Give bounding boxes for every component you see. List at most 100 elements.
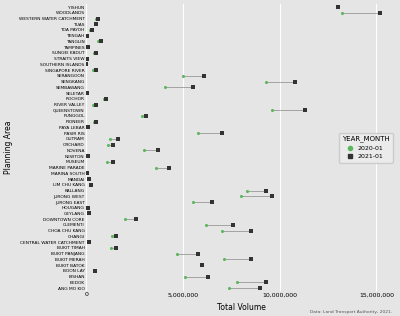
Point (91, 50, 97, 55)
Point (199, 263, 206, 268)
Point (199, 263, 206, 268)
Point (203, 222, 209, 228)
Point (248, 257, 254, 262)
Point (84, 90, 90, 95)
Point (107, 137, 114, 142)
Point (104, 159, 111, 164)
Point (93, 16, 100, 21)
Point (84, 45, 91, 50)
Point (269, 194, 275, 199)
Y-axis label: Planning Area: Planning Area (4, 121, 13, 174)
Point (84, 56, 90, 61)
Point (166, 165, 172, 170)
Point (84, 171, 90, 176)
Point (205, 274, 211, 279)
Point (86, 211, 92, 216)
Point (334, 4, 341, 9)
Point (100, 96, 107, 101)
Point (85, 154, 92, 159)
Point (338, 10, 345, 15)
Point (93, 68, 99, 73)
Point (113, 245, 119, 250)
Point (195, 131, 202, 136)
Point (209, 199, 215, 204)
Point (195, 251, 202, 256)
Point (292, 79, 298, 84)
Point (238, 194, 244, 199)
Point (263, 188, 269, 193)
Point (182, 274, 188, 279)
Point (244, 188, 250, 193)
Point (85, 125, 92, 130)
Point (98, 39, 104, 44)
Point (103, 96, 110, 101)
Point (201, 73, 207, 78)
Point (95, 39, 101, 44)
Point (84, 33, 91, 38)
Point (174, 251, 180, 256)
Point (110, 159, 116, 164)
Point (92, 22, 98, 27)
Point (263, 280, 269, 285)
Point (83, 62, 90, 67)
Point (90, 68, 96, 73)
Point (230, 222, 236, 228)
Point (302, 108, 308, 113)
Point (86, 177, 92, 182)
Point (248, 228, 254, 233)
Point (334, 4, 341, 9)
Point (122, 217, 128, 222)
Point (234, 280, 240, 285)
Point (87, 182, 94, 187)
Point (90, 102, 97, 107)
Point (108, 245, 114, 250)
Point (377, 10, 384, 15)
Point (84, 45, 91, 50)
Point (141, 148, 147, 153)
Point (84, 90, 90, 95)
Point (94, 16, 101, 21)
Point (89, 27, 95, 33)
Point (257, 285, 264, 290)
Point (226, 285, 232, 290)
Point (218, 228, 225, 233)
Point (84, 56, 90, 61)
Point (109, 234, 116, 239)
Point (93, 102, 100, 107)
Point (269, 108, 275, 113)
Point (263, 79, 269, 84)
Point (86, 240, 93, 245)
Point (152, 165, 159, 170)
Point (93, 119, 100, 124)
Point (93, 50, 99, 55)
Point (85, 125, 92, 130)
Point (92, 268, 99, 273)
Point (86, 211, 92, 216)
Point (86, 177, 92, 182)
Point (84, 33, 91, 38)
Point (113, 234, 119, 239)
Point (154, 148, 161, 153)
Point (85, 205, 91, 210)
Point (92, 22, 99, 27)
Point (115, 137, 121, 142)
Point (143, 113, 149, 118)
Point (162, 85, 169, 90)
Point (86, 240, 93, 245)
Point (87, 182, 94, 187)
Point (105, 142, 112, 147)
Point (87, 27, 94, 33)
Point (133, 217, 140, 222)
Point (110, 142, 116, 147)
Point (83, 62, 90, 67)
Point (189, 199, 196, 204)
Point (139, 113, 146, 118)
Point (85, 154, 92, 159)
X-axis label: Total Volume: Total Volume (216, 303, 266, 312)
Point (84, 171, 90, 176)
Point (218, 131, 225, 136)
Point (91, 119, 97, 124)
Point (85, 205, 91, 210)
Point (189, 85, 196, 90)
Point (180, 73, 186, 78)
